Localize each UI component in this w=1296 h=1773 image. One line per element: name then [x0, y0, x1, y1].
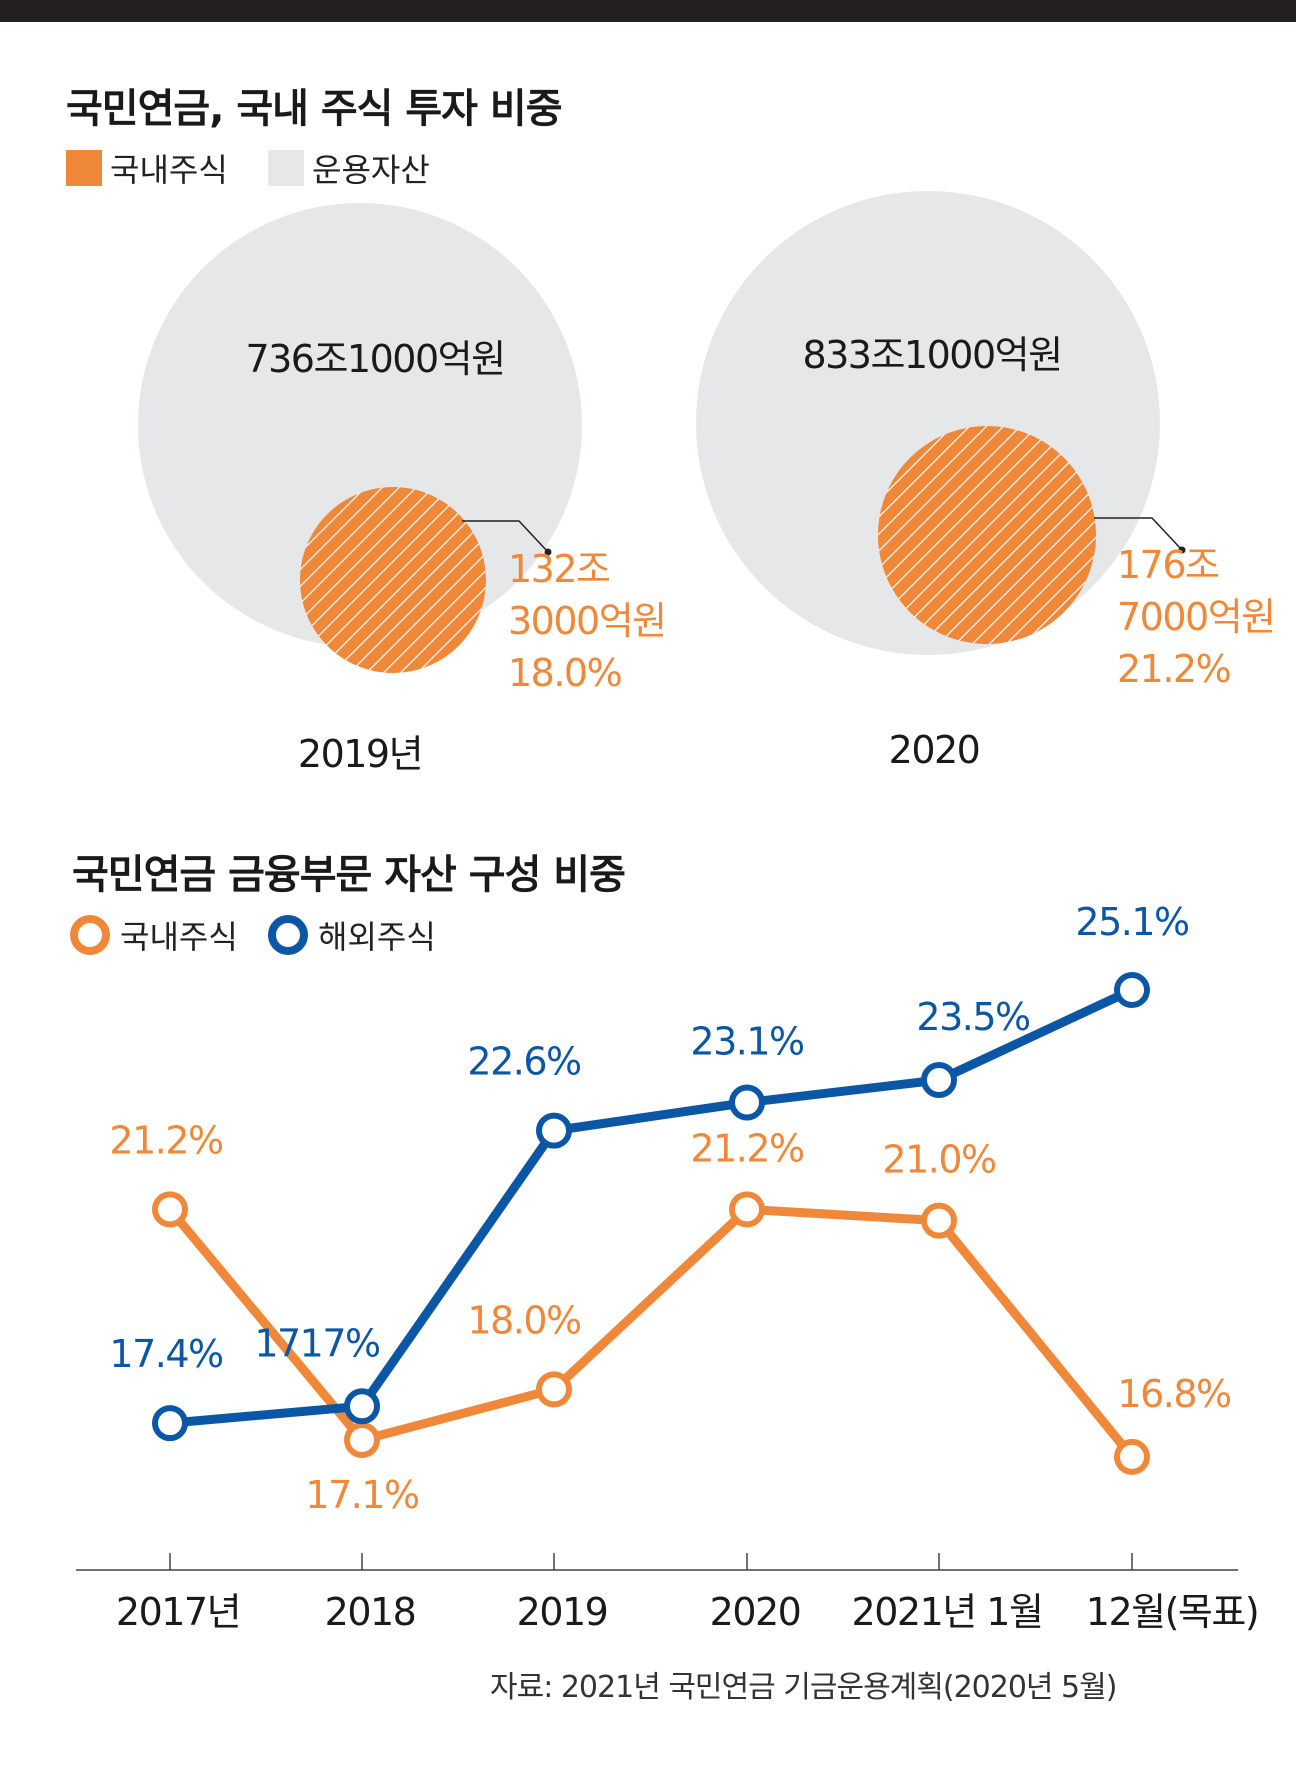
top-bar — [0, 0, 1296, 22]
legend-assets-label: 운용자산 — [312, 151, 430, 189]
legend-assets-swatch — [268, 150, 304, 186]
legend-series-domestic-marker — [70, 915, 110, 955]
overseas-point — [344, 1388, 380, 1425]
legend-domestic-label: 국내주식 — [110, 151, 228, 189]
bubble-2020-leader-dot — [1178, 546, 1186, 554]
bubble-2019-total-label: 736조1000억원 — [245, 337, 504, 381]
domestic-point — [1114, 1438, 1150, 1475]
bubble-2020-stock-amount-1: 176조 — [1117, 543, 1219, 587]
bubble-2020-share: 21.2% — [1117, 647, 1231, 691]
legend-series-overseas-marker — [268, 915, 308, 955]
series-domestic-line — [165, 1204, 1137, 1462]
source-note: 자료: 2021년 국민연금 기금운용계획(2020년 5월) — [490, 1670, 1117, 1705]
bubble-2019-stock-amount-2: 3000억원 — [508, 599, 666, 643]
domestic-point — [152, 1191, 188, 1228]
bubble-2019-stock-amount-1: 132조 — [508, 547, 610, 591]
domestic-data-label: 21.2% — [690, 1126, 804, 1170]
overseas-data-label: 1717% — [254, 1321, 380, 1365]
legend-series-overseas-label: 해외주식 — [318, 918, 436, 956]
domestic-point — [536, 1371, 572, 1408]
bubble-2020-leader-line — [1094, 517, 1183, 551]
x-tick-label: 12월(목표) — [1086, 1590, 1258, 1634]
overseas-point — [536, 1112, 572, 1149]
bubble-2019-share: 18.0% — [508, 651, 622, 695]
overseas-data-label: 23.1% — [690, 1020, 804, 1064]
overseas-point — [152, 1405, 188, 1442]
overseas-point — [1114, 972, 1150, 1008]
x-tick-label: 2017년 — [116, 1590, 240, 1634]
overseas-data-label: 22.6% — [467, 1040, 581, 1084]
bubble-section-title: 국민연금, 국내 주식 투자 비중 — [66, 86, 562, 132]
bubble-2020-stock-amount-2: 7000억원 — [1117, 595, 1275, 639]
bubble-2019-domestic-stock — [300, 487, 486, 673]
line-chart-title: 국민연금 금융부문 자산 구성 비중 — [72, 852, 626, 898]
legend-series-overseas: 해외주식 — [268, 912, 436, 958]
domestic-point — [921, 1202, 957, 1239]
bubble-2019-year: 2019년 — [298, 732, 422, 776]
bubble-2020-year: 2020 — [889, 728, 980, 772]
legend-series-domestic: 국내주식 — [70, 912, 238, 958]
legend-domestic-swatch — [66, 150, 102, 186]
domestic-data-label: 21.2% — [109, 1118, 223, 1162]
x-tick-label: 2019 — [517, 1590, 608, 1634]
x-tick-label: 2020 — [710, 1590, 801, 1634]
overseas-data-label: 25.1% — [1075, 900, 1189, 944]
bubble-chart: 736조1000억원 132조 3000억원 18.0% 2019년 833조1… — [138, 191, 1276, 776]
bubble-2019-leader-line — [462, 520, 549, 553]
series-overseas-line — [165, 985, 1137, 1428]
legend-series-domestic-label: 국내주식 — [120, 918, 238, 956]
domestic-point — [729, 1191, 765, 1228]
legend-domestic-stock: 국내주식 — [66, 145, 228, 191]
domestic-data-label: 16.8% — [1117, 1372, 1231, 1416]
domestic-data-label: 17.1% — [305, 1473, 419, 1517]
domestic-data-label: 18.0% — [467, 1298, 581, 1342]
domestic-data-label: 21.0% — [882, 1138, 996, 1182]
overseas-point — [921, 1062, 957, 1098]
domestic-point — [344, 1422, 380, 1458]
bubble-2020-domestic-stock — [878, 426, 1096, 644]
legend-managed-assets: 운용자산 — [268, 145, 430, 191]
x-tick-label: 2021년 1월 — [852, 1590, 1043, 1634]
bubble-2019-leader-dot — [544, 548, 552, 556]
x-tick-label: 2018 — [325, 1590, 416, 1634]
overseas-data-label: 17.4% — [109, 1332, 223, 1376]
overseas-data-label: 23.5% — [916, 995, 1030, 1039]
overseas-point — [729, 1084, 765, 1121]
bubble-2020-total-label: 833조1000억원 — [802, 333, 1061, 377]
